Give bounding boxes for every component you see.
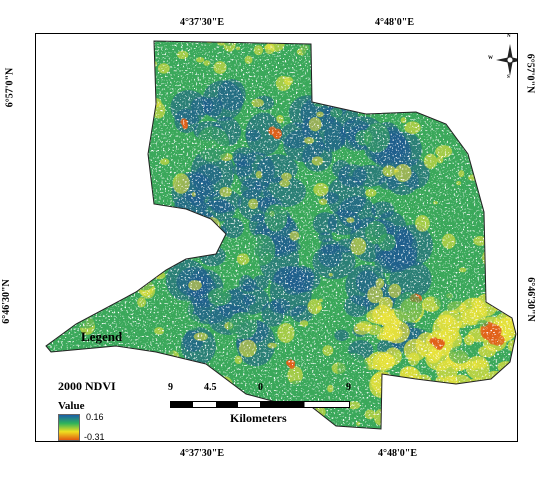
legend-layer-title: 2000 NDVI	[58, 379, 116, 393]
legend-value-label: Value	[58, 400, 85, 412]
north-label: N	[507, 34, 511, 39]
coord-top-1: 4°37'30"E	[180, 17, 224, 28]
coord-bottom-2: 4°48'0"E	[378, 448, 417, 459]
coord-bottom-1: 4°37'30"E	[180, 448, 224, 459]
coord-left-2: 6°46'30"N	[0, 279, 12, 324]
legend-min-value: -0.31	[84, 432, 105, 442]
legend-heading: Legend	[81, 329, 123, 344]
west-label: W	[488, 56, 493, 61]
scale-tick-3: 0	[258, 382, 263, 393]
ndvi-map	[45, 40, 517, 430]
coord-left-1: 6°57'0"N	[4, 67, 16, 108]
legend-color-ramp	[58, 414, 80, 441]
coord-top-2: 4°48'0"E	[375, 17, 414, 28]
legend-max-value: 0.16	[86, 412, 104, 422]
north-arrow-icon	[496, 44, 517, 76]
scale-unit-label: Kilometers	[230, 411, 287, 425]
coord-right-2: 6°46'30"N	[524, 277, 536, 322]
scale-tick-4: 9	[346, 382, 351, 393]
scale-tick-2: 4.5	[204, 382, 217, 393]
south-label: S	[507, 75, 510, 80]
scale-tick-1: 9	[168, 382, 173, 393]
scale-segments	[170, 401, 350, 408]
coord-right-1: 6°57'0"N	[524, 53, 536, 94]
scale-bar: 9 4.5 0 9 Kilometers	[168, 382, 351, 425]
map-frame: N S W E Legend 2000 NDVI Value 0.16 -0.3…	[35, 33, 518, 442]
